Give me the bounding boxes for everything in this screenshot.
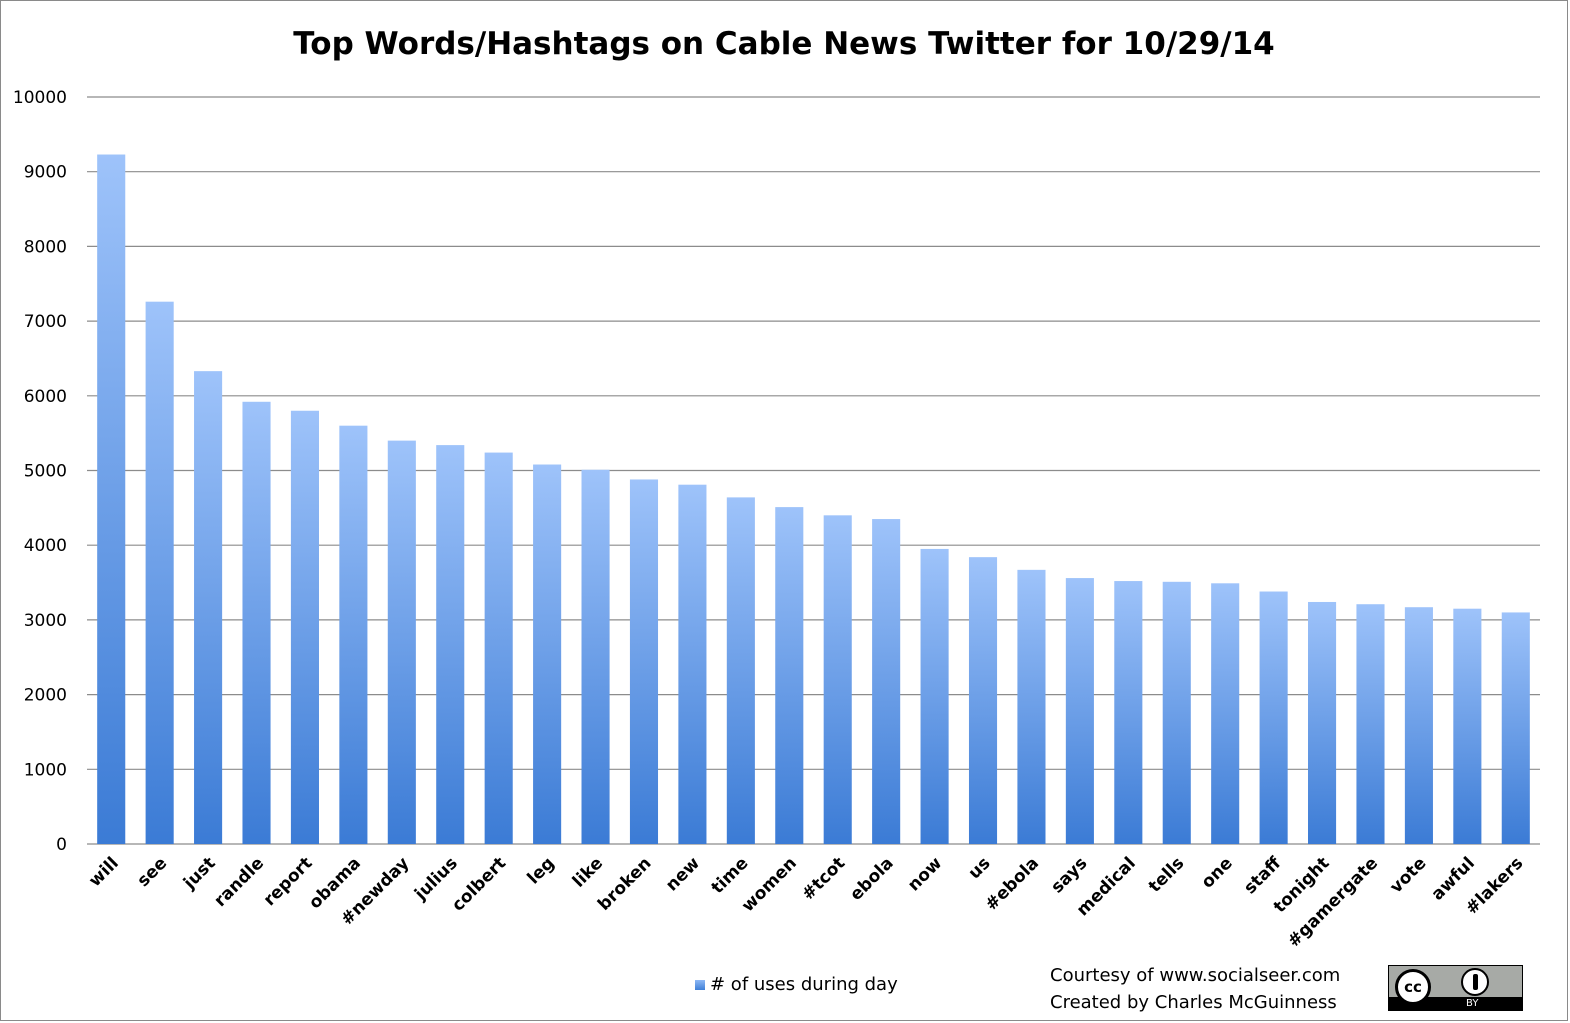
bar-leg (533, 464, 562, 844)
legend-label: # of uses during day (710, 974, 898, 995)
y-tick-label: 6000 (24, 387, 67, 407)
x-tick-label: just (179, 853, 219, 893)
bar-awful (1453, 608, 1482, 844)
bar-tonight (1308, 601, 1337, 844)
y-tick-label: 2000 (24, 686, 67, 706)
x-tick-label: broken (594, 853, 655, 914)
x-tick-label: tells (1145, 853, 1188, 896)
y-tick-label: 4000 (24, 536, 67, 556)
bar-broken (629, 479, 659, 844)
bar-julius (436, 445, 465, 844)
legend-swatch (695, 979, 705, 990)
bars (97, 154, 1530, 845)
bar-women (775, 507, 804, 844)
bar-vote (1404, 607, 1433, 844)
cc-by-badge-icon: cc BY (1388, 965, 1523, 1011)
x-tick-label: staff (1240, 853, 1285, 898)
x-tick-label: see (134, 853, 172, 891)
y-tick-label: 3000 (24, 611, 67, 631)
by-icon: BY (1466, 998, 1479, 1009)
y-tick-label: 8000 (24, 237, 67, 257)
x-tick-label: time (708, 853, 753, 898)
y-axis-ticks: 0 1000 2000 3000 4000 5000 6000 7000 8000 9000 100… (13, 88, 67, 855)
chart-title: Top Words/Hashtags on Cable News Twitter… (293, 26, 1275, 62)
bar-one (1211, 583, 1240, 844)
x-tick-label: us (965, 853, 995, 883)
bar-us (968, 557, 998, 844)
bar-says (1065, 578, 1094, 844)
bar-hash-newday (387, 440, 416, 844)
legend: # of uses during day (695, 974, 898, 995)
bar-hash-ebola (1017, 569, 1046, 844)
credit-line-2: Created by Charles McGuinness (1050, 992, 1337, 1013)
bar-time (726, 497, 755, 844)
bar-now (920, 548, 949, 844)
bar-hash-lakers (1501, 612, 1530, 844)
gridlines (87, 96, 1540, 845)
x-tick-label: #ebola (982, 853, 1043, 914)
cc-icon: cc (1395, 969, 1431, 1005)
x-tick-label: one (1198, 853, 1237, 892)
credit: Courtesy of www.socialseer.com Created b… (1050, 962, 1340, 1016)
x-tick-label: new (662, 853, 704, 895)
bar-hash-tcot (823, 515, 852, 844)
bar-medical (1114, 581, 1143, 844)
bar-like (581, 469, 610, 844)
y-tick-label: 9000 (24, 163, 67, 183)
bar-tells (1162, 581, 1191, 844)
y-tick-label: 7000 (24, 312, 67, 332)
bar-just (194, 371, 223, 844)
x-tick-label: like (569, 853, 607, 891)
bar-randle (242, 401, 271, 844)
bar-will (97, 154, 126, 845)
y-tick-label: 0 (56, 835, 67, 855)
x-tick-label: colbert (448, 853, 510, 915)
bar-staff (1259, 591, 1288, 844)
bar-obama (339, 425, 368, 844)
bar-colbert (484, 452, 513, 844)
x-tick-label: now (904, 853, 946, 895)
x-axis-ticks: will see justrandlereportobama#newdayjuliu… (85, 853, 1527, 951)
bar-hash-gamergate (1356, 604, 1385, 844)
x-tick-label: will (85, 853, 123, 891)
bar-report (290, 410, 319, 844)
y-tick-label: 5000 (24, 462, 67, 482)
x-tick-label: leg (524, 853, 559, 888)
y-tick-label: 1000 (24, 760, 67, 780)
y-tick-label: 10000 (13, 88, 67, 108)
credit-line-1: Courtesy of www.socialseer.com (1050, 965, 1341, 986)
bar-new (678, 484, 707, 844)
x-tick-label: ebola (846, 853, 897, 904)
x-tick-label: #tcot (798, 853, 849, 904)
x-tick-label: vote (1386, 853, 1430, 897)
bar-see (145, 301, 174, 845)
x-tick-label: randle (210, 853, 268, 911)
attribution-person-icon (1461, 968, 1489, 996)
x-tick-label: says (1047, 853, 1091, 897)
bar-ebola (872, 519, 901, 844)
